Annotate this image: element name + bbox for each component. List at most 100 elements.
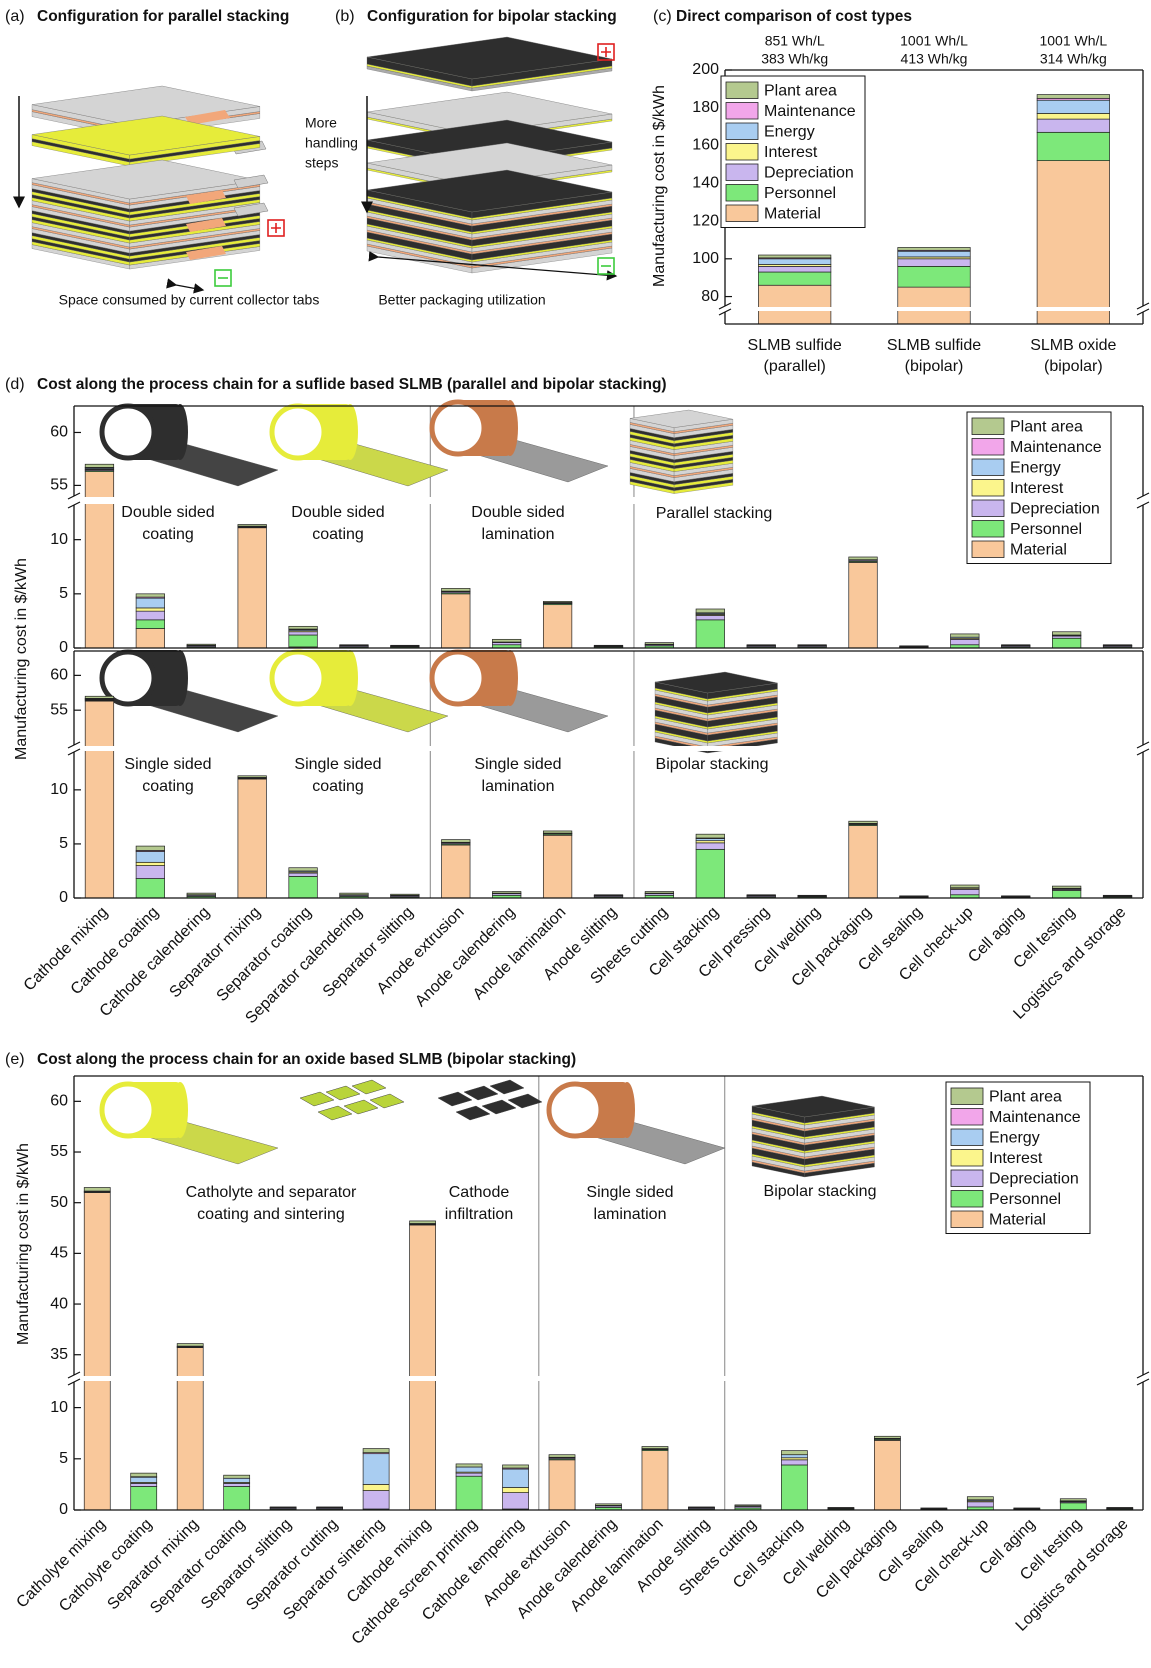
bar-segment — [130, 1483, 158, 1487]
bar-segment — [288, 634, 318, 648]
chart: (c) Direct comparison of cost types Manufa… — [651, 8, 1150, 375]
bar-segment — [135, 597, 165, 609]
bar-segment — [874, 1435, 901, 1439]
bar-segment — [688, 1506, 715, 1508]
minus-sign — [597, 257, 615, 275]
tile — [317, 1105, 353, 1121]
bar-segment — [135, 593, 165, 598]
tile — [351, 1079, 387, 1095]
bar-segment — [1036, 118, 1110, 133]
roll-core — [429, 649, 487, 707]
bar-segment — [848, 825, 878, 899]
bar-annotation: 1001 Wh/L — [1039, 33, 1107, 49]
bar-segment — [237, 527, 267, 649]
axis-break — [74, 746, 1143, 751]
bar-segment — [897, 286, 971, 325]
inset-label: Single sided — [586, 1184, 673, 1201]
bar-annotation: 314 Wh/kg — [1040, 51, 1107, 67]
legend-label: Material — [764, 205, 821, 222]
bar-segment — [848, 562, 878, 649]
tile — [507, 1093, 543, 1109]
bar-segment — [644, 642, 675, 645]
bar-segment — [237, 778, 267, 899]
y-tick-label: 35 — [50, 1346, 68, 1363]
bar-segment — [135, 610, 165, 621]
bar-segment — [455, 1472, 483, 1477]
legend-label: Interest — [764, 144, 818, 161]
bar-segment — [899, 645, 929, 647]
bar-segment — [548, 1454, 576, 1458]
caption: Space consumed by current collector tabs — [59, 292, 320, 308]
tile — [463, 1085, 499, 1101]
inset-label: Parallel stacking — [656, 505, 773, 522]
note: More — [305, 115, 337, 131]
bar-segment — [1102, 644, 1133, 646]
y-tick-label: 10 — [50, 781, 68, 798]
legend-label: Maintenance — [764, 103, 856, 120]
bar-segment — [409, 1220, 436, 1224]
bar-segment — [1013, 1507, 1041, 1509]
bar-segment — [455, 1463, 483, 1468]
panel-title: Configuration for parallel stacking — [37, 8, 289, 25]
y-tick-label: 55 — [50, 1143, 68, 1160]
inset-label: coating — [312, 526, 364, 543]
legend-swatch — [971, 458, 1005, 476]
arrow — [166, 278, 205, 294]
y-tick-label: 0 — [59, 889, 68, 906]
tab — [233, 202, 269, 217]
bar-segment — [781, 1450, 808, 1456]
note: steps — [305, 155, 338, 171]
legend-label: Material — [1010, 541, 1067, 558]
axis-break — [725, 307, 1143, 311]
bar-segment — [548, 1459, 576, 1511]
bar-segment — [758, 258, 832, 265]
bar-segment — [1059, 1498, 1087, 1502]
tile — [299, 1091, 335, 1107]
tile — [369, 1093, 405, 1109]
bar-segment — [288, 872, 318, 877]
bar-segment — [746, 644, 776, 646]
x-tick-label: Cathode mixing — [21, 904, 112, 995]
legend-swatch — [725, 163, 759, 181]
bar-segment — [695, 842, 725, 850]
y-tick-label: 80 — [701, 288, 719, 305]
bar-segment — [135, 861, 165, 866]
bar-segment — [362, 1484, 390, 1491]
inset-label: Double sided — [291, 504, 384, 521]
tab — [233, 174, 269, 189]
bar-segment — [237, 524, 267, 527]
arrow — [368, 251, 618, 281]
bar-segment — [223, 1474, 251, 1479]
bar-segment — [1036, 94, 1110, 99]
bar-segment — [441, 844, 471, 899]
legend-label: Plant area — [989, 1088, 1062, 1105]
legend-label: Depreciation — [1010, 500, 1100, 517]
bar-segment — [897, 266, 971, 288]
bar-segment — [950, 888, 980, 896]
bar-segment — [455, 1475, 483, 1511]
bar-segment — [797, 644, 827, 646]
bar-segment — [288, 867, 318, 872]
x-tick-label: Separator mixing — [166, 904, 264, 1002]
bar-segment — [135, 845, 165, 851]
bar-segment — [950, 633, 980, 638]
bar-segment — [135, 607, 165, 612]
legend-swatch — [971, 417, 1005, 435]
panel-title: Direct comparison of cost types — [676, 8, 912, 25]
bar-segment — [316, 1506, 343, 1508]
bar-segment — [223, 1483, 251, 1487]
roll-core — [99, 1081, 157, 1139]
layer-top — [366, 142, 613, 186]
legend-swatch — [971, 499, 1005, 517]
y-tick-label: 180 — [692, 99, 719, 116]
x-tick-label: Separator coating — [214, 904, 315, 1005]
layer-top — [654, 671, 778, 694]
bar-annotation: 413 Wh/kg — [901, 51, 968, 67]
bar-annotation: 383 Wh/kg — [761, 51, 828, 67]
bar-segment — [186, 892, 216, 896]
bar-segment — [966, 1501, 994, 1508]
inset-label: Single sided — [474, 756, 561, 773]
bar-segment — [288, 876, 318, 899]
bar-segment — [269, 1506, 297, 1508]
inset-label: Cathode — [449, 1184, 510, 1201]
